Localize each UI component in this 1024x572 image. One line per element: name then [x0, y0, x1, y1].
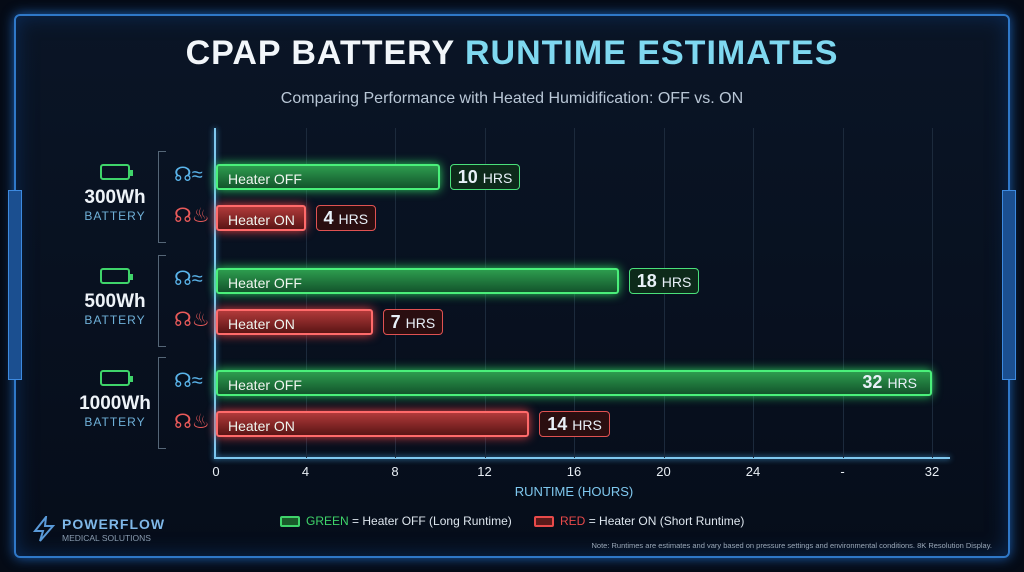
cpap-mask-heat-icon: ☊♨	[174, 205, 210, 227]
value-number: 14	[547, 414, 568, 434]
value-unit: HRS	[572, 417, 602, 433]
battery-sublabel: BATTERY	[84, 209, 146, 223]
group-bracket	[158, 255, 166, 347]
battery-icon	[100, 164, 133, 180]
value-number: 7	[390, 312, 401, 332]
x-tick-label: 8	[391, 464, 399, 479]
gridline	[932, 128, 933, 458]
chart-subtitle: Comparing Performance with Heated Humidi…	[280, 90, 744, 107]
x-tick-label: 4	[301, 464, 310, 479]
legend-item-red: RED = Heater ON (Short Runtime)	[534, 514, 744, 528]
battery-label: 500Wh BATTERY	[60, 268, 170, 327]
cpap-mask-air-icon: ☊≈	[174, 268, 203, 290]
group-bracket	[158, 151, 166, 243]
cpap-mask-heat-icon: ☊♨	[174, 309, 210, 331]
cpap-mask-heat-icon: ☊♨	[174, 411, 210, 433]
bar-heater-off: Heater OFF	[216, 164, 440, 190]
x-axis-line	[214, 457, 950, 459]
y-axis-line	[214, 128, 216, 459]
value-label: 32 HRS	[855, 370, 924, 396]
value-unit: HRS	[405, 315, 436, 331]
gridline	[753, 128, 754, 458]
x-tick-label: 12	[477, 464, 492, 479]
bar-heater-off: Heater OFF	[216, 268, 619, 294]
right-frame-tab	[1002, 190, 1016, 380]
battery-icon	[100, 370, 133, 386]
value-label: 7 HRS	[382, 309, 444, 335]
bar-heater-on: Heater ON	[216, 205, 306, 231]
legend-red-key: RED	[560, 514, 586, 528]
left-frame-tab	[8, 190, 22, 380]
value-unit: HRS	[338, 211, 369, 227]
battery-capacity: 500Wh	[84, 291, 146, 312]
value-unit: HRS	[887, 375, 917, 391]
bar-heater-on: Heater ON	[216, 309, 373, 335]
logo-tagline: MEDICAL SOLUTIONS	[62, 533, 151, 543]
value-unit: HRS	[482, 170, 513, 186]
legend-green-text: = Heater OFF (Long Runtime)	[352, 514, 512, 528]
battery-sublabel: BATTERY	[84, 415, 146, 429]
value-number: 4	[323, 208, 334, 228]
title-part2: RUNTIME ESTIMATES	[465, 34, 839, 72]
x-tick-label: 0	[212, 464, 220, 479]
value-label: 18 HRS	[628, 268, 700, 294]
x-tick-label: 16	[566, 464, 582, 479]
gridline	[842, 128, 844, 458]
battery-label: 300Wh BATTERY	[60, 164, 170, 223]
cpap-mask-air-icon: ☊≈	[174, 164, 203, 186]
title-part1: CPAP BATTERY	[185, 34, 455, 72]
bar-heater-on: Heater ON	[216, 411, 530, 437]
x-tick-label: 24	[745, 464, 761, 479]
battery-capacity: 1000Wh	[79, 393, 151, 414]
x-axis-label: RUNTIME (HOURS)	[514, 484, 634, 499]
bar-heater-off: Heater OFF	[216, 370, 932, 396]
value-number: 18	[636, 271, 657, 291]
battery-icon	[100, 268, 133, 284]
legend-item-green: GREEN = Heater OFF (Long Runtime)	[280, 514, 512, 528]
logo-name: POWERFLOW	[62, 516, 166, 532]
value-number: 32	[862, 372, 883, 392]
battery-sublabel: BATTERY	[84, 313, 146, 327]
value-number: 10	[457, 167, 478, 187]
value-unit: HRS	[661, 274, 692, 290]
legend-red-text: = Heater ON (Short Runtime)	[588, 514, 745, 528]
legend-green-key: GREEN	[306, 514, 349, 528]
value-label: 10 HRS	[449, 164, 521, 190]
battery-capacity: 300Wh	[84, 187, 146, 208]
footnote: Note: Runtimes are estimates and vary ba…	[591, 541, 993, 550]
group-bracket	[158, 357, 166, 449]
value-label: 14 HRS	[539, 411, 610, 437]
red-battery-icon	[534, 516, 554, 528]
x-tick-label: -	[840, 464, 845, 479]
value-label: 4 HRS	[315, 205, 377, 231]
lightning-bolt-icon	[32, 513, 56, 542]
x-tick-label: 20	[656, 464, 671, 479]
battery-label: 1000Wh BATTERY	[60, 370, 170, 429]
x-tick-label: 32	[924, 464, 940, 479]
chart-title: CPAP BATTERY RUNTIME ESTIMATES	[0, 34, 1024, 73]
cpap-mask-air-icon: ☊≈	[174, 370, 203, 392]
company-logo: POWERFLOW MEDICAL SOLUTIONS	[32, 513, 164, 547]
green-battery-icon	[280, 516, 300, 528]
